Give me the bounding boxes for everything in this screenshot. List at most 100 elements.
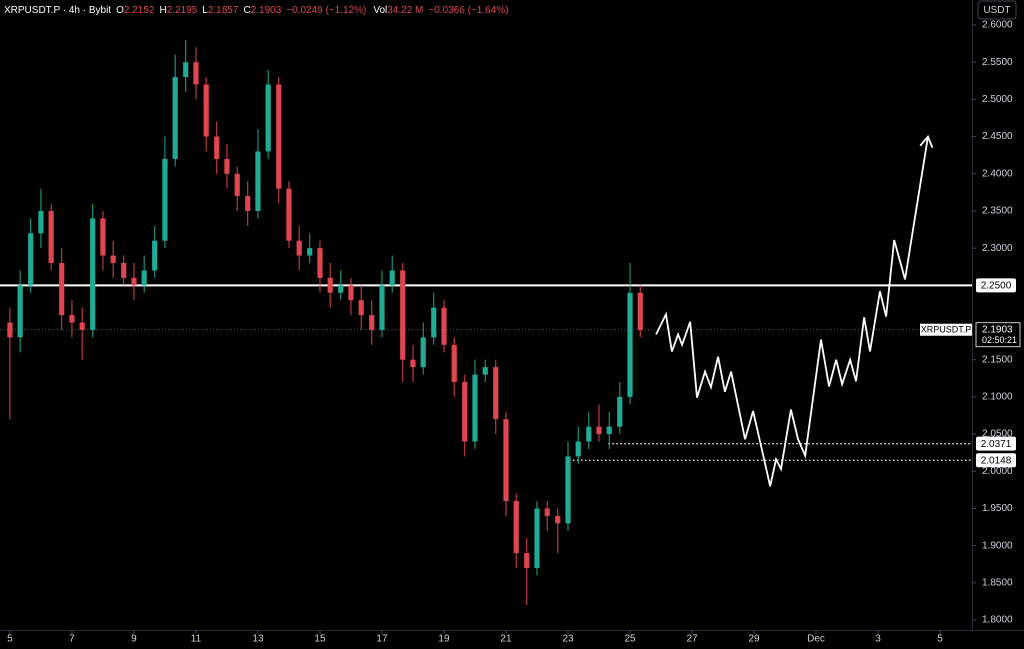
- candle-body: [17, 285, 23, 338]
- x-tick-label: 21: [500, 634, 512, 645]
- x-tick-label: 5: [937, 634, 943, 645]
- candle-body: [617, 396, 623, 427]
- candle-body: [358, 300, 364, 316]
- candle-body: [586, 426, 592, 442]
- y-tick-label: 1.9000: [982, 540, 1013, 551]
- candle-body: [79, 322, 85, 330]
- candle-body: [379, 285, 385, 330]
- candle-body: [172, 77, 178, 159]
- candle-body: [286, 188, 292, 241]
- candle-body: [596, 426, 602, 435]
- x-tick-label: 27: [686, 634, 698, 645]
- legend-key: C: [243, 5, 250, 16]
- volume-key: Vol: [373, 5, 387, 16]
- projection-line: [655, 136, 929, 487]
- y-tick-label: 2.5500: [982, 57, 1013, 68]
- candle-body: [193, 62, 199, 85]
- candle-body: [48, 210, 54, 264]
- candle-body: [131, 277, 137, 286]
- candle-body: [524, 553, 530, 568]
- candle-body: [100, 218, 106, 256]
- x-tick-label: 3: [875, 634, 881, 645]
- level-label-box: [976, 436, 1016, 451]
- candle-body: [420, 337, 426, 368]
- candle-body: [369, 315, 375, 330]
- level-label-box: [976, 278, 1016, 293]
- candle-body: [59, 263, 65, 316]
- candle-body: [637, 292, 643, 330]
- candle-body: [90, 218, 96, 330]
- last-price-box: [975, 322, 1021, 348]
- candle-body: [575, 441, 581, 457]
- candle-body: [234, 173, 240, 197]
- candle-body: [7, 322, 13, 338]
- candle-body: [544, 508, 550, 516]
- candle-body: [431, 307, 437, 338]
- header-legend: XRPUSDT.P · 4h · Bybit O2.2152 H2.2195 L2.1…: [4, 5, 508, 16]
- y-tick-label: 2.4000: [982, 168, 1013, 179]
- candle-body: [307, 248, 313, 256]
- legend-key: H: [159, 5, 166, 16]
- level-label: 2.0148: [981, 455, 1012, 466]
- currency-label[interactable]: USDT: [983, 5, 1010, 16]
- y-tick-label: 1.8500: [982, 577, 1013, 588]
- y-tick-label: 2.3000: [982, 243, 1013, 254]
- x-tick-label: 9: [131, 634, 137, 645]
- candle-body: [400, 270, 406, 360]
- x-tick-label: 15: [314, 634, 326, 645]
- x-tick-label: 7: [69, 634, 75, 645]
- x-tick-label: 13: [252, 634, 264, 645]
- candle-body: [162, 158, 168, 241]
- candle-body: [141, 270, 147, 286]
- x-tick-label: 5: [7, 634, 13, 645]
- candle-body: [317, 248, 323, 278]
- candle-body: [348, 285, 354, 301]
- candle-body: [338, 285, 344, 293]
- y-tick-label: 1.9500: [982, 503, 1013, 514]
- candle-body: [493, 367, 499, 420]
- legend-value: 2.2152: [124, 5, 155, 16]
- y-tick-label: 2.4500: [982, 131, 1013, 142]
- candle-body: [389, 270, 395, 286]
- countdown-label: 02:50:21: [982, 335, 1017, 345]
- candle-body: [606, 426, 612, 435]
- candle-body: [513, 501, 519, 554]
- candle-body: [462, 382, 468, 442]
- candle-body: [245, 196, 251, 211]
- candle-body: [28, 233, 34, 286]
- x-tick-label: 25: [624, 634, 636, 645]
- last-price-label: 2.1903: [982, 324, 1013, 335]
- candle-body: [224, 158, 230, 174]
- candle-body: [410, 359, 416, 368]
- candle-body: [296, 240, 302, 256]
- candle-body: [265, 84, 271, 152]
- candle-body: [565, 456, 571, 524]
- y-tick-label: 2.3500: [982, 206, 1013, 217]
- candle-body: [441, 307, 447, 345]
- candle-body: [555, 515, 561, 524]
- candle-body: [503, 419, 509, 502]
- symbol: XRPUSDT.P · 4h · Bybit: [4, 5, 111, 16]
- symbol-label-box: [920, 323, 972, 336]
- candle-body: [255, 151, 261, 211]
- projection-arrowhead: [919, 134, 934, 149]
- y-tick-label: 2.0000: [982, 466, 1013, 477]
- y-tick-label: 2.6000: [982, 20, 1013, 31]
- candle-body: [627, 292, 633, 397]
- candle-body: [451, 344, 457, 383]
- x-tick-label: 29: [748, 634, 760, 645]
- candle-body: [38, 210, 44, 234]
- candle-body: [214, 136, 220, 159]
- candle-body: [69, 315, 75, 323]
- level-label: 2.2500: [981, 280, 1012, 291]
- x-tick-label: Dec: [807, 634, 825, 645]
- legend-key: O: [116, 5, 124, 16]
- y-tick-label: 2.1000: [982, 392, 1013, 403]
- currency-button[interactable]: [977, 0, 1017, 20]
- candle-body: [327, 277, 333, 293]
- legend-value: 2.1903: [251, 5, 282, 16]
- y-tick-label: 1.8000: [982, 615, 1013, 626]
- candle-body: [482, 367, 488, 375]
